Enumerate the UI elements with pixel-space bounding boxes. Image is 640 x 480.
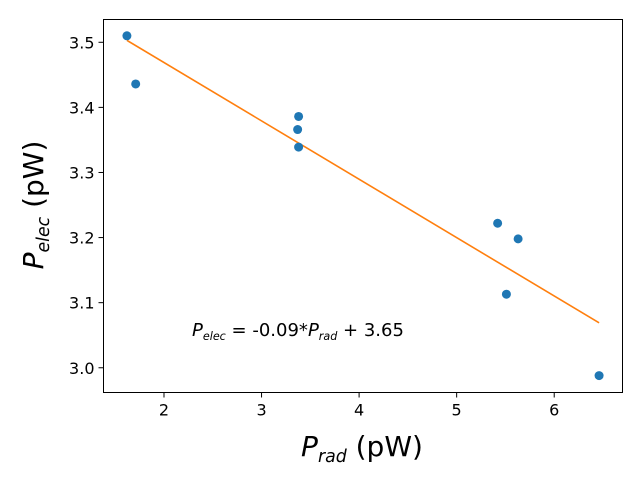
data-point-7 [513, 234, 523, 244]
x-tick-label: 5 [452, 401, 462, 420]
x-axis-label: Prad (pW) [301, 430, 423, 467]
x-tick-label: 6 [549, 401, 559, 420]
data-point-9 [594, 371, 604, 381]
data-point-6 [493, 218, 503, 228]
data-point-1 [122, 31, 132, 41]
data-point-2 [131, 79, 141, 89]
x-tick-label: 4 [354, 401, 364, 420]
y-tick-label: 3.5 [69, 33, 94, 52]
y-tick-label: 3.4 [69, 98, 94, 117]
fit-line [126, 39, 600, 324]
data-point-8 [501, 289, 511, 299]
y-axis-label: Pelec (pW) [17, 141, 54, 270]
y-tick-label: 3.0 [69, 359, 94, 378]
plot-area [103, 19, 623, 393]
y-axis-ticks: 3.0 3.1 3.2 3.3 3.4 3.5 [69, 33, 104, 378]
x-tick-label: 3 [256, 401, 266, 420]
axes-frame [103, 19, 623, 393]
y-tick-label: 3.1 [69, 294, 94, 313]
data-points [122, 31, 604, 381]
data-point-4 [293, 125, 303, 135]
fit-equation-annotation: Pelec = -0.09*Prad + 3.65 [192, 320, 404, 343]
x-tick-label: 2 [159, 401, 169, 420]
data-point-3 [294, 111, 304, 121]
data-point-5 [294, 142, 304, 152]
y-tick-label: 3.3 [69, 163, 94, 182]
x-axis-ticks: 2 3 4 5 6 [159, 392, 559, 420]
y-tick-label: 3.2 [69, 229, 94, 248]
